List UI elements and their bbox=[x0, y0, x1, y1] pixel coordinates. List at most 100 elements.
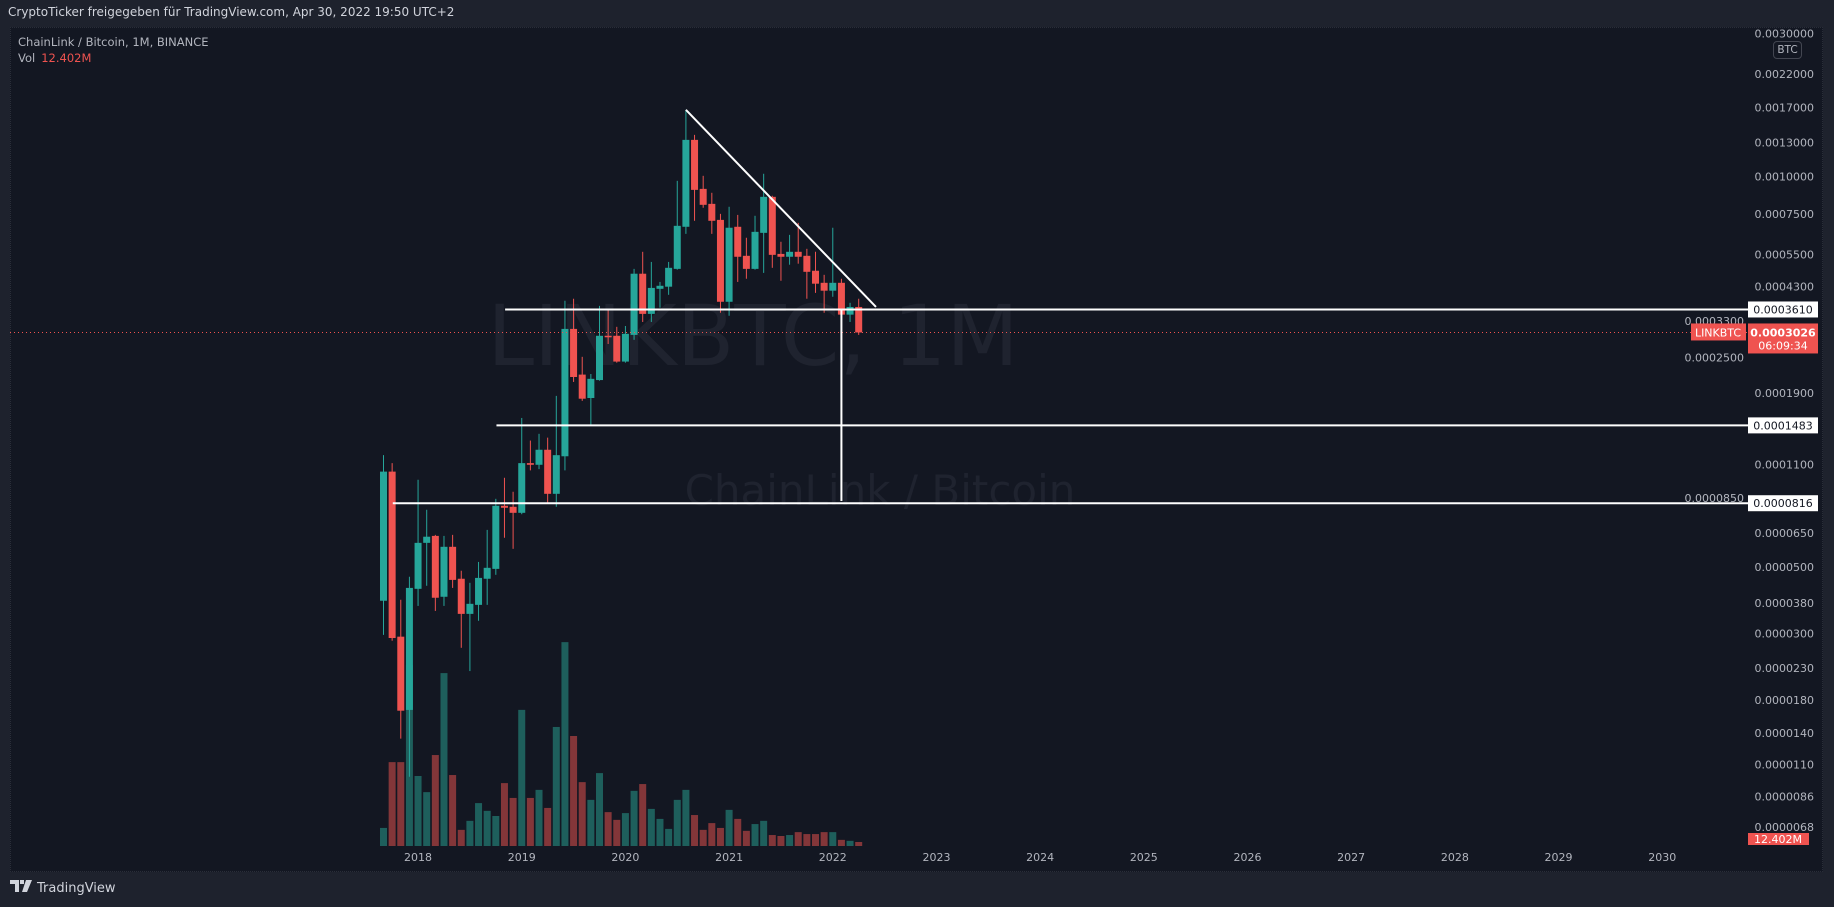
candle-body bbox=[388, 471, 396, 639]
candle-body bbox=[500, 505, 508, 508]
legend-volume: Vol 12.402M bbox=[18, 50, 209, 66]
time-axis[interactable]: 2018 2019 2020 2021 2022 2023 2024 2025 2026 2027… bbox=[404, 851, 1676, 864]
currency-badge[interactable]: BTC bbox=[1773, 41, 1802, 59]
candle-body bbox=[803, 255, 811, 272]
price-tick-label: 0.0000300 bbox=[1755, 628, 1815, 641]
drawings[interactable] bbox=[10, 109, 1748, 505]
tradingview-brand: TradingView bbox=[37, 880, 116, 896]
volume-bar bbox=[647, 808, 655, 846]
volume-bar bbox=[760, 820, 768, 846]
candle-body bbox=[440, 546, 448, 597]
price-tick-label: 0.0000650 bbox=[1755, 527, 1815, 540]
symbol-tag-box bbox=[1691, 323, 1746, 341]
volume-bar bbox=[578, 782, 586, 846]
candle-body bbox=[449, 546, 457, 580]
share-header: CryptoTicker freigegeben für TradingView… bbox=[8, 5, 455, 19]
legend-vol-label: Vol bbox=[18, 51, 36, 65]
symbol-tag: LINKBTC bbox=[1695, 326, 1741, 339]
volume-bar bbox=[682, 789, 690, 846]
candle-body bbox=[604, 335, 612, 338]
candle-body bbox=[570, 328, 578, 377]
candle-body bbox=[708, 203, 716, 221]
candle-body bbox=[820, 282, 828, 291]
candle-body bbox=[587, 378, 595, 398]
bar-countdown: 06:09:34 bbox=[1758, 339, 1807, 352]
candle-body bbox=[716, 219, 724, 302]
candle-body bbox=[535, 449, 543, 465]
time-tick-label: 2024 bbox=[1026, 851, 1054, 864]
candle-body bbox=[509, 506, 517, 513]
candle-body bbox=[483, 567, 491, 579]
candle-body bbox=[665, 267, 673, 287]
legend-symbol: ChainLink / Bitcoin, 1M, BINANCE bbox=[18, 35, 209, 49]
candle-body bbox=[855, 306, 863, 333]
price-tick-label: 0.0007500 bbox=[1755, 208, 1815, 221]
candle-body bbox=[414, 542, 422, 589]
candle-body bbox=[812, 270, 819, 284]
level-price-label: 0.0001483 bbox=[1753, 419, 1813, 432]
candle-body bbox=[794, 251, 802, 257]
legend-vol-value: 12.402M bbox=[41, 51, 92, 65]
volume-bar bbox=[561, 642, 569, 846]
volume-bar bbox=[794, 832, 802, 846]
time-tick-label: 2020 bbox=[611, 851, 639, 864]
volume-bar bbox=[518, 709, 526, 846]
level-price-label-box bbox=[1748, 495, 1818, 512]
price-tick-label: 0.0017000 bbox=[1755, 102, 1815, 115]
time-tick-label: 2027 bbox=[1337, 851, 1365, 864]
volume-bar bbox=[466, 820, 474, 846]
price-tick-label: 0.0000110 bbox=[1755, 758, 1815, 771]
last-price-value: 0.0003026 bbox=[1750, 326, 1816, 339]
price-tick-label: 0.0013000 bbox=[1755, 137, 1815, 150]
volume-bar bbox=[855, 841, 863, 846]
volume-bar bbox=[431, 755, 439, 846]
volume-bar bbox=[483, 810, 491, 846]
volume-bar bbox=[630, 790, 638, 846]
candle-body bbox=[656, 285, 664, 289]
candle-body bbox=[423, 536, 431, 543]
volume-bar bbox=[596, 773, 603, 846]
volume-bar bbox=[604, 812, 612, 846]
volume-bar bbox=[621, 813, 629, 846]
candle-series bbox=[380, 109, 863, 777]
price-axis[interactable]: 0.0030000 0.0022000 0.0017000 0.0013000 0.00… bbox=[1685, 28, 1815, 834]
candle-body bbox=[639, 273, 647, 314]
volume-bar bbox=[544, 807, 552, 846]
time-tick-label: 2025 bbox=[1130, 851, 1158, 864]
axis-labels: 0.0003610 0.0001483 0.0000816 LINKBTC 0.0003… bbox=[1691, 301, 1818, 846]
volume-bar bbox=[734, 818, 742, 846]
candle-body bbox=[405, 587, 413, 710]
volume-bar bbox=[777, 836, 785, 846]
time-tick-label: 2026 bbox=[1234, 851, 1262, 864]
legend: ChainLink / Bitcoin, 1M, BINANCE Vol 12.4… bbox=[18, 34, 209, 66]
candle-body bbox=[742, 255, 750, 269]
volume-bar bbox=[414, 776, 422, 846]
last-price-label-box bbox=[1748, 323, 1818, 354]
candle-body bbox=[837, 282, 845, 315]
candle-body bbox=[777, 253, 785, 257]
time-tick-label: 2028 bbox=[1441, 851, 1469, 864]
volume-bar bbox=[475, 803, 483, 846]
price-tick-label: 0.0000068 bbox=[1755, 821, 1815, 834]
candle-body bbox=[846, 306, 854, 315]
trendline bbox=[685, 109, 877, 308]
volume-bar bbox=[837, 839, 845, 846]
candle-body bbox=[552, 455, 560, 494]
volume-bar bbox=[423, 792, 431, 846]
price-tick-label: 0.0022000 bbox=[1755, 68, 1815, 81]
tradingview-logo-icon bbox=[10, 880, 32, 896]
candle-body bbox=[561, 328, 569, 457]
volume-bar bbox=[656, 818, 664, 846]
price-tick-label: 0.0000230 bbox=[1755, 662, 1815, 675]
volume-series bbox=[380, 642, 863, 846]
volume-bar bbox=[691, 815, 699, 846]
level-price-label: 0.0000816 bbox=[1753, 497, 1813, 510]
time-tick-label: 2021 bbox=[715, 851, 743, 864]
chart-pane[interactable] bbox=[10, 27, 1823, 872]
volume-bar bbox=[786, 835, 794, 846]
price-tick-label: 0.0001100 bbox=[1755, 458, 1815, 471]
volume-bar bbox=[742, 830, 750, 846]
time-tick-label: 2019 bbox=[508, 851, 536, 864]
level-price-label-box bbox=[1748, 417, 1818, 434]
